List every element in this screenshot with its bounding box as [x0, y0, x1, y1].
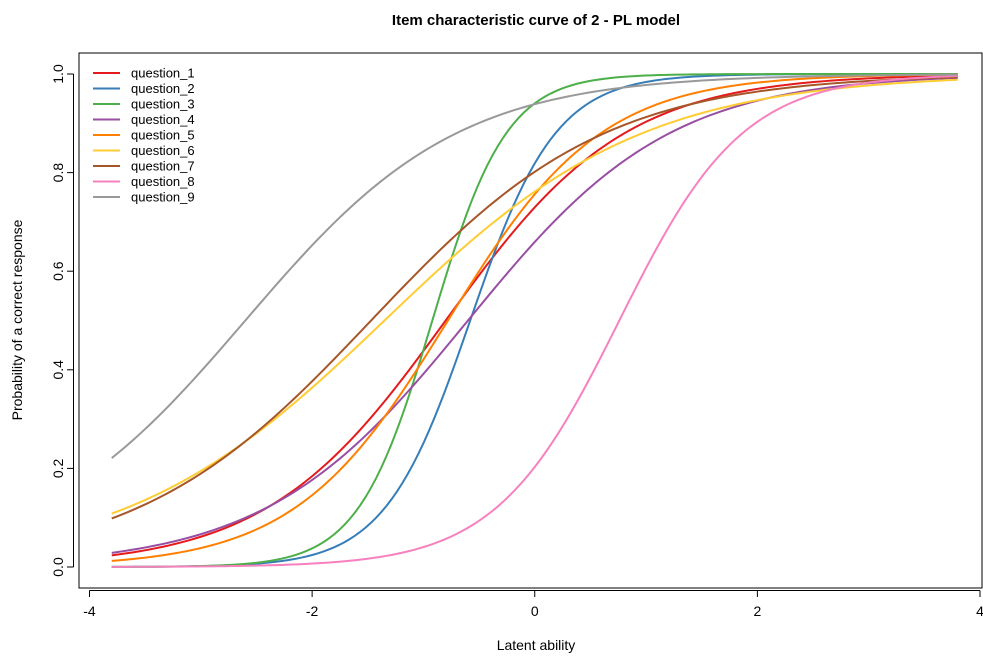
legend-label-question_4: question_4 [131, 112, 195, 127]
y-ticks: 0.0 0.2 0.4 0.6 0.8 1.0 [50, 64, 74, 577]
y-axis: 0.0 0.2 0.4 0.6 0.8 1.0 [50, 64, 74, 577]
series-line-question_7 [111, 76, 958, 520]
x-tick-label: 0 [531, 603, 539, 619]
series-line-question_9 [111, 73, 958, 459]
chart-title: Item characteristic curve of 2 - PL mode… [392, 12, 680, 29]
x-ticks: -4 -2 0 2 4 [83, 590, 983, 619]
series-line-question_2 [111, 73, 958, 568]
x-tick-label: 4 [976, 603, 983, 619]
y-tick-label: 0.6 [50, 261, 66, 281]
legend-label-question_7: question_7 [131, 159, 195, 174]
legend-label-question_3: question_3 [131, 97, 195, 112]
series-line-question_4 [111, 76, 958, 554]
y-tick-label: 0.2 [50, 458, 66, 478]
legend-label-question_5: question_5 [131, 128, 195, 143]
x-axis: -4 -2 0 2 4 [83, 590, 983, 619]
series-line-question_1 [111, 74, 958, 557]
series-line-question_6 [111, 78, 958, 515]
y-axis-label: Probability of a correct response [9, 219, 25, 420]
x-tick-label: -4 [83, 603, 96, 619]
legend-label-question_8: question_8 [131, 174, 195, 189]
series-line-question_3 [111, 73, 958, 568]
series-line-question_8 [111, 75, 958, 568]
legend: question_1question_2question_3question_4… [93, 66, 195, 205]
series-line-question_5 [111, 73, 958, 562]
legend-label-question_6: question_6 [131, 143, 195, 158]
legend-label-question_1: question_1 [131, 66, 195, 81]
plot-frame [78, 52, 983, 589]
y-tick-label: 1.0 [50, 64, 66, 84]
y-tick-label: 0.4 [50, 360, 66, 380]
x-tick-label: 2 [753, 603, 761, 619]
y-tick-label: 0.8 [50, 163, 66, 183]
legend-label-question_2: question_2 [131, 81, 195, 96]
x-axis-label: Latent ability [497, 637, 576, 653]
x-tick-label: -2 [306, 603, 319, 619]
y-tick-label: 0.0 [50, 557, 66, 577]
legend-label-question_9: question_9 [131, 190, 195, 205]
curves [111, 73, 958, 568]
